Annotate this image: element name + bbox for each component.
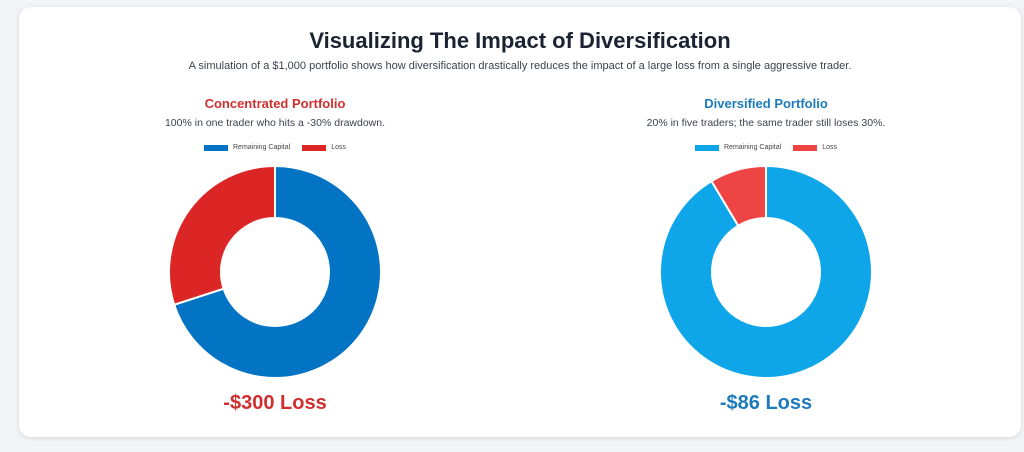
chart-description: 20% in five traders; the same trader sti… [646,117,886,129]
donut-chart [168,164,382,379]
legend-item-loss[interactable]: Loss [302,144,346,151]
legend-label: Remaining Capital [724,144,782,151]
chart-title: Concentrated Portfolio [204,96,346,111]
slice-loss[interactable] [710,164,767,228]
chart-description: 100% in one trader who hits a -30% drawd… [164,117,386,129]
concentrated-panel: Concentrated Portfolio 100% in one trade… [105,96,445,414]
chart-title: Diversified Portfolio [704,96,828,111]
chart-legend: Remaining Capital Loss [105,144,445,151]
slice-remaining-capital[interactable] [172,164,382,379]
chart-legend: Remaining Capital Loss [596,144,936,151]
legend-label: Loss [331,144,346,151]
legend-swatch [793,144,818,151]
loss-result: -$300 Loss [223,392,327,414]
legend-label: Remaining Capital [233,144,291,151]
slice-remaining-capital[interactable] [659,164,873,379]
legend-swatch [204,144,228,151]
legend-label: Loss [822,144,837,151]
legend-item-remaining[interactable]: Remaining Capital [695,144,781,151]
slice-loss[interactable] [168,164,276,307]
legend-swatch [302,144,327,151]
legend-item-remaining[interactable]: Remaining Capital [204,144,290,151]
diversified-panel: Diversified Portfolio 20% in five trader… [596,96,936,414]
page-subtitle: A simulation of a $1,000 portfolio shows… [188,60,852,72]
legend-item-loss[interactable]: Loss [793,144,837,151]
legend-swatch [695,144,719,151]
donut-chart [659,164,873,379]
page-title: Visualizing The Impact of Diversificatio… [309,28,731,53]
loss-result: -$86 Loss [719,392,813,414]
